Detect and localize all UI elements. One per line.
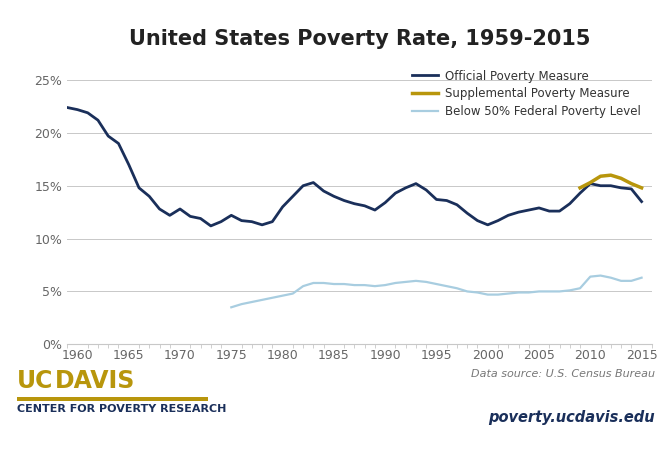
Text: poverty.ucdavis.edu: poverty.ucdavis.edu [489,410,655,425]
Text: Data source: U.S. Census Bureau: Data source: U.S. Census Bureau [471,369,655,379]
Text: CENTER FOR POVERTY RESEARCH: CENTER FOR POVERTY RESEARCH [17,404,226,414]
Title: United States Poverty Rate, 1959-2015: United States Poverty Rate, 1959-2015 [129,29,590,49]
Legend: Official Poverty Measure, Supplemental Poverty Measure, Below 50% Federal Povert: Official Poverty Measure, Supplemental P… [407,65,646,123]
Text: DAVIS: DAVIS [55,369,136,393]
Text: UC: UC [17,369,53,393]
